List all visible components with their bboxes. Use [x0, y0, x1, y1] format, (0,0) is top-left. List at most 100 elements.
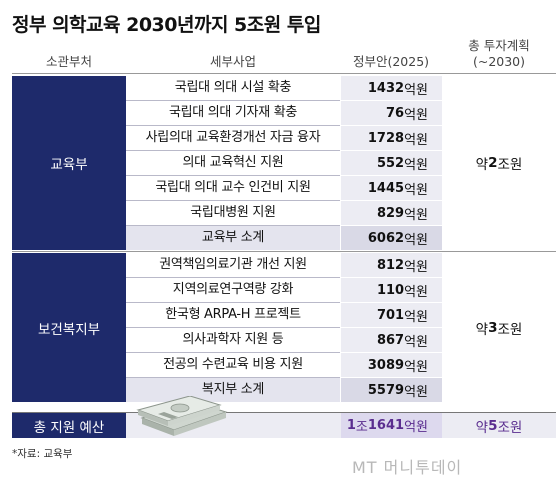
total-value: 1 조 1641 억원 [341, 413, 442, 438]
row-item: 의사과학자 지원 등 [182, 332, 284, 347]
row-value: 867 억원 [340, 328, 442, 352]
chart-title: 정부 의학교육 2030년까지 5조원 투입 [12, 14, 321, 36]
header-item: 세부사업 [209, 54, 256, 69]
row-separator [126, 352, 340, 353]
plan-cell: 약 3 조원 [442, 253, 556, 402]
row-item: 사립의대 교육환경개선 자금 융자 [145, 130, 321, 145]
group-divider [12, 251, 556, 252]
value-number: 552 [376, 155, 405, 171]
value-unit: 억원 [404, 232, 428, 248]
total-divider-top [12, 412, 556, 413]
value-number: 76 [385, 105, 405, 121]
table-row: 국립대 의대 교수 인건비 지원 1445 억원 [126, 176, 556, 200]
value-number: 3089 [367, 357, 405, 373]
value-unit: 억원 [404, 107, 428, 123]
plan-prefix: 약 [475, 321, 489, 338]
row-value: 110 억원 [340, 278, 442, 302]
table-row: 한국형 ARPA-H 프로젝트 701 억원 [126, 303, 556, 327]
value-unit: 억원 [404, 82, 428, 98]
row-separator [126, 150, 340, 151]
total-plan-unit: 조원 [497, 419, 523, 436]
header-ministry: 소관부처 [45, 54, 92, 69]
plan-cell: 약 2 조원 [442, 76, 556, 250]
row-item: 국립대 의대 시설 확충 [174, 80, 292, 95]
row-item: 권역책임의료기관 개선 지원 [159, 257, 307, 272]
value-number: 701 [376, 307, 405, 323]
row-separator [126, 225, 340, 226]
row-value: 829 억원 [340, 201, 442, 225]
table-row: 국립대 의대 시설 확충 1432 억원 [126, 76, 556, 100]
table-row: 지역의료연구역량 강화 110 억원 [126, 278, 556, 302]
row-item: 국립대병원 지원 [190, 205, 276, 220]
value-unit: 억원 [404, 384, 428, 400]
subtotal-value: 6062 억원 [340, 226, 442, 250]
total-label: 총 지원 예산 [12, 413, 126, 438]
value-unit: 억원 [404, 359, 428, 375]
table-row: 의사과학자 지원 등 867 억원 [126, 328, 556, 352]
plan-unit: 조원 [497, 321, 523, 338]
row-separator [126, 100, 340, 101]
total-value-b: 1641 [367, 418, 405, 433]
value-number: 1728 [367, 130, 405, 146]
row-separator [126, 200, 340, 201]
row-separator [126, 377, 340, 378]
header-plan-line1: 총 투자계획 [468, 38, 530, 53]
row-separator [126, 327, 340, 328]
table-row: 권역책임의료기관 개선 지원 812 억원 [126, 253, 556, 277]
money-bundle-icon [136, 396, 228, 436]
source-note: *자료: 교육부 [12, 448, 73, 460]
value-unit: 억원 [404, 284, 428, 300]
row-separator [126, 277, 340, 278]
value-number: 1432 [367, 80, 405, 96]
row-separator [126, 175, 340, 176]
ministry-cell: 보건복지부 [12, 253, 126, 402]
subtotal-label: 교육부 소계 [126, 226, 340, 250]
row-value: 552 억원 [340, 151, 442, 175]
total-plan-prefix: 약 [475, 419, 489, 436]
brand-logo: MT 머니투데이 [352, 458, 463, 477]
value-number: 110 [376, 282, 405, 298]
money-stack-front [136, 396, 222, 426]
subtotal-label: 복지부 소계 [126, 378, 340, 402]
value-number: 5579 [367, 382, 405, 398]
row-value: 1728 억원 [340, 126, 442, 150]
value-number: 812 [376, 257, 405, 273]
row-value: 1432 억원 [340, 76, 442, 100]
value-unit: 억원 [404, 334, 428, 350]
header-divider [12, 73, 556, 74]
value-unit: 억원 [404, 309, 428, 325]
row-item: 전공의 수련교육 비용 지원 [163, 357, 303, 372]
value-number: 829 [376, 205, 405, 221]
row-value: 701 억원 [340, 303, 442, 327]
row-separator [126, 302, 340, 303]
row-separator [126, 125, 340, 126]
subtotal-value: 5579 억원 [340, 378, 442, 402]
header-plan-line2: (~2030) [472, 54, 526, 69]
table-row: 국립대병원 지원 829 억원 [126, 201, 556, 225]
total-plan-value: 5 [488, 417, 498, 434]
row-item: 국립대 의대 교수 인건비 지원 [155, 180, 311, 195]
value-unit: 억원 [404, 259, 428, 275]
value-unit: 억원 [404, 157, 428, 173]
subtotal-row: 복지부 소계 5579 억원 [126, 378, 556, 402]
row-item: 지역의료연구역량 강화 [172, 282, 294, 297]
row-item: 의대 교육혁신 지원 [182, 155, 284, 170]
ministry-cell: 교육부 [12, 76, 126, 250]
plan-prefix: 약 [475, 157, 489, 173]
value-number: 867 [376, 332, 405, 348]
table-row: 전공의 수련교육 비용 지원 3089 억원 [126, 353, 556, 377]
value-unit: 억원 [404, 182, 428, 198]
plan-value: 3 [488, 319, 498, 336]
plan-unit: 조원 [497, 157, 523, 173]
table-row: 의대 교육혁신 지원 552 억원 [126, 151, 556, 175]
row-item: 국립대 의대 기자재 확충 [168, 105, 298, 120]
row-value: 812 억원 [340, 253, 442, 277]
row-item: 한국형 ARPA-H 프로젝트 [165, 307, 301, 322]
total-unit-a: 조 [355, 420, 368, 435]
row-value: 76 억원 [340, 101, 442, 125]
total-plan: 약 5 조원 [442, 413, 556, 438]
table-row: 사립의대 교육환경개선 자금 융자 1728 억원 [126, 126, 556, 150]
plan-value: 2 [488, 155, 498, 171]
row-value: 3089 억원 [340, 353, 442, 377]
total-unit-b: 억원 [404, 420, 428, 435]
